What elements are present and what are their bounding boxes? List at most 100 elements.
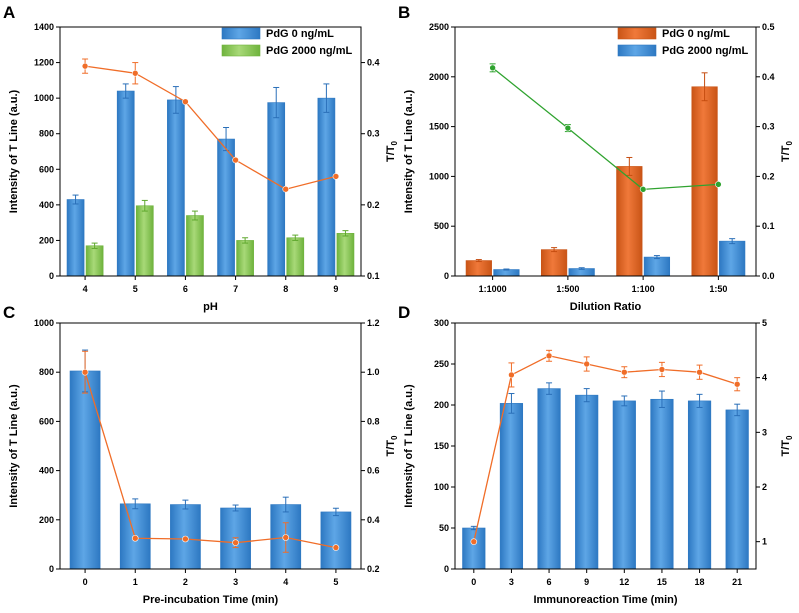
x-tick-label: 15	[657, 577, 667, 587]
ratio-line	[84, 65, 337, 190]
ratio-point-4	[621, 368, 628, 376]
bar-d-s0-6	[687, 400, 712, 570]
y-tick-label: 400	[39, 466, 54, 476]
legend-label-1: PdG 2000 ng/mL	[662, 45, 748, 57]
y-axis-title: Intensity of T Line (a.u.)	[403, 384, 415, 508]
x-tick-label: 6	[183, 284, 188, 294]
x-tick-label: 1:100	[632, 284, 655, 294]
y2-tick-label: 5	[762, 318, 767, 328]
ratio-point-2	[182, 98, 189, 105]
ratio-point-2	[639, 186, 647, 193]
y-tick-label: 200	[39, 515, 54, 525]
y2-tick-label: 0.2	[367, 200, 380, 210]
bar-a-s1-3	[236, 240, 254, 277]
legend-label-1: PdG 2000 ng/mL	[266, 45, 352, 57]
bar-a-s0-5	[317, 97, 336, 277]
x-axis-title: pH	[203, 301, 218, 313]
bar-a-s0-4	[267, 102, 286, 277]
y-tick-label: 300	[434, 318, 449, 328]
y-axis-title: Intensity of T Line (a.u.)	[403, 89, 415, 213]
x-axis-title: Pre-incubation Time (min)	[143, 594, 279, 606]
ratio-point-0	[81, 368, 89, 376]
ratio-point-3	[583, 360, 590, 368]
y-tick-label: 600	[39, 164, 54, 174]
bar-a-s1-0	[85, 245, 104, 277]
bar-d-s0-2	[537, 388, 561, 570]
y2-tick-label: 0.2	[367, 564, 380, 574]
x-tick-label: 4	[283, 577, 288, 587]
x-tick-label: 9	[333, 284, 338, 294]
bar-d-s0-1	[499, 403, 524, 570]
y2-tick-label: 0.2	[762, 171, 775, 181]
x-tick-label: 0	[83, 577, 88, 587]
x-tick-label: 2	[183, 577, 188, 587]
y2-tick-label: 0.3	[762, 122, 775, 132]
y-tick-label: 1200	[34, 58, 54, 68]
ratio-point-6	[696, 368, 703, 376]
y-tick-label: 250	[434, 359, 449, 369]
bar-a-s1-2	[186, 215, 204, 277]
bar-d-s0-3	[575, 394, 599, 570]
bar-a-s1-1	[135, 205, 154, 277]
plot-frame	[59, 322, 362, 570]
y2-tick-label: 2	[762, 482, 767, 492]
x-axis-title: Immunoreaction Time (min)	[533, 594, 677, 606]
x-tick-label: 1:500	[556, 284, 579, 294]
x-tick-label: 6	[547, 577, 552, 587]
panel-letter-d: D	[398, 303, 410, 322]
x-tick-label: 4	[83, 284, 88, 294]
x-tick-label: 1:1000	[479, 284, 507, 294]
x-tick-label: 3	[509, 577, 514, 587]
y-tick-label: 200	[39, 235, 54, 245]
x-tick-label: 0	[471, 577, 476, 587]
y2-tick-label: 0.6	[367, 466, 380, 476]
bar-a-s0-1	[116, 90, 135, 277]
x-axis-title: Dilution Ratio	[570, 301, 642, 313]
y-axis-title: Intensity of T Line (a.u.)	[8, 89, 20, 213]
y2-axis-title: T/T0	[780, 140, 794, 162]
y-tick-label: 100	[434, 482, 449, 492]
bar-d-s0-7	[725, 409, 749, 570]
y-tick-label: 1500	[429, 122, 449, 132]
y-tick-label: 150	[434, 441, 449, 451]
y-tick-label: 600	[39, 416, 54, 426]
y2-tick-label: 0.4	[367, 515, 380, 525]
x-tick-label: 12	[619, 577, 629, 587]
x-tick-label: 1	[133, 577, 138, 587]
y-tick-label: 2000	[429, 72, 449, 82]
bar-b-s0-0	[465, 260, 492, 277]
bar-d-s0-0	[462, 527, 486, 570]
ratio-point-4	[282, 185, 290, 193]
bar-b-s0-1	[540, 249, 568, 277]
x-tick-label: 1:50	[709, 284, 727, 294]
x-tick-label: 8	[283, 284, 288, 294]
y-axis-title: Intensity of T Line (a.u.)	[8, 384, 20, 508]
panel-letter-a: A	[3, 3, 15, 22]
y2-tick-label: 0.4	[367, 58, 380, 68]
ratio-point-5	[332, 173, 340, 180]
y2-tick-label: 4	[762, 373, 767, 383]
y-tick-label: 0	[444, 564, 449, 574]
ratio-point-0	[470, 538, 478, 545]
y-tick-label: 1000	[34, 318, 54, 328]
y-tick-label: 0	[444, 271, 449, 281]
legend-swatch-0	[221, 27, 261, 40]
legend-swatch-0	[617, 27, 657, 40]
legend-swatch-1	[221, 44, 261, 57]
y2-tick-label: 1.2	[367, 318, 380, 328]
plot-frame	[454, 26, 757, 277]
ratio-line	[473, 355, 738, 542]
y-tick-label: 400	[39, 200, 54, 210]
y2-tick-label: 0.5	[762, 22, 775, 32]
bar-a-s1-5	[336, 233, 355, 277]
ratio-line	[84, 372, 337, 549]
panel-a-chart: 0 200 400 600 800 1000 1200 1400 0.1 0.2 0.3 0.4 4 5 6…	[8, 22, 399, 313]
ratio-line	[492, 67, 719, 191]
legend-label-0: PdG 0 ng/mL	[662, 28, 730, 40]
plot-frame	[59, 26, 362, 277]
y2-tick-label: 0.3	[367, 129, 380, 139]
ratio-point-3	[715, 181, 722, 188]
bar-a-s0-3	[217, 138, 235, 277]
y2-tick-label: 1.0	[367, 367, 380, 377]
